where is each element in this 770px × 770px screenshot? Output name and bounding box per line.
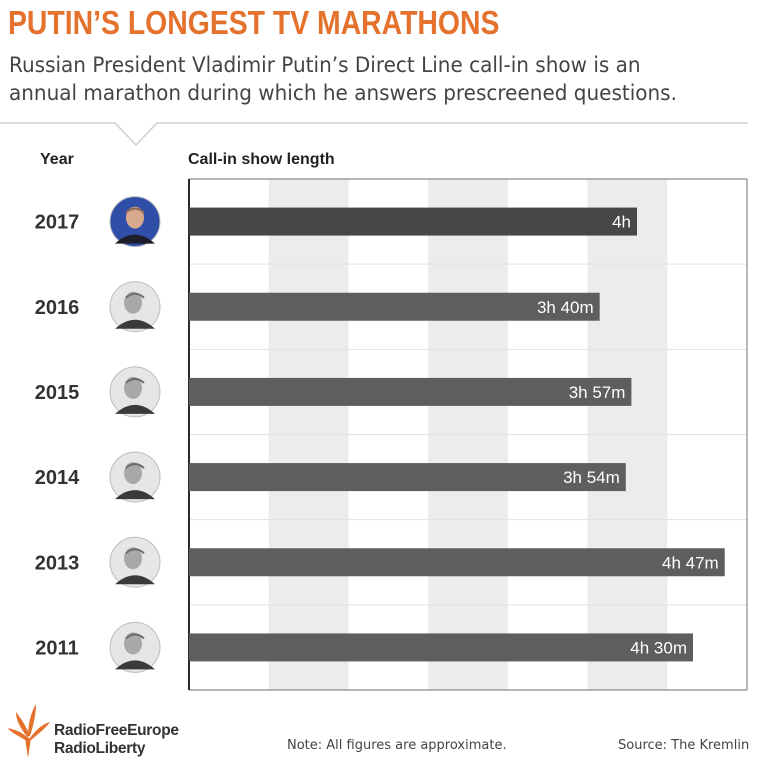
portrait-2015: [109, 366, 161, 418]
bar-chart: 4h 3h 40m 3h 57m 3h 54m 4h 47m 4h 30m 2017 201…: [0, 122, 748, 691]
chart-title: PUTIN’S LONGEST TV MARATHONS: [8, 4, 500, 41]
logo-line-1: RadioFreeEurope: [54, 722, 179, 739]
chart-subtitle: Russian President Vladimir Putin’s Direc…: [9, 53, 677, 106]
bar-value-label-2011: 4h 30m: [630, 638, 687, 657]
portrait-2017: [109, 196, 161, 248]
bar-value-label-2015: 3h 57m: [569, 383, 626, 402]
year-label-2017: 2017: [35, 212, 80, 234]
bar-2014: [189, 463, 626, 492]
year-label-2011: 2011: [35, 637, 78, 659]
year-label-2014: 2014: [35, 467, 80, 489]
length-column-header: Call-in show length: [188, 151, 335, 168]
portrait-2011: [109, 621, 161, 673]
portrait-2016: [109, 281, 161, 333]
bar-2011: [189, 633, 693, 662]
header-divider: [0, 122, 748, 147]
bar-2015: [189, 377, 632, 406]
bar-2017: [189, 207, 637, 236]
year-label-2016: 2016: [35, 297, 80, 319]
flame-logo-icon: [8, 704, 50, 758]
approximate-note: Note: All figures are approximate.: [287, 738, 507, 753]
year-column-header: Year: [40, 151, 74, 168]
bar-2016: [189, 292, 600, 321]
rferl-logo: RadioFreeEurope RadioLiberty: [6, 698, 179, 760]
bar-value-label-2017: 4h: [612, 213, 631, 232]
portrait-2013: [109, 536, 161, 588]
bar-2013: [189, 548, 725, 577]
year-label-2015: 2015: [35, 382, 80, 404]
year-label-2013: 2013: [35, 552, 80, 574]
logo-line-2: RadioLiberty: [54, 740, 146, 757]
source-note: Source: The Kremlin: [618, 738, 750, 753]
bar-value-label-2013: 4h 47m: [662, 553, 719, 572]
bar-value-label-2016: 3h 40m: [537, 298, 594, 317]
bar-value-label-2014: 3h 54m: [563, 468, 620, 487]
portrait-2014: [109, 451, 161, 503]
